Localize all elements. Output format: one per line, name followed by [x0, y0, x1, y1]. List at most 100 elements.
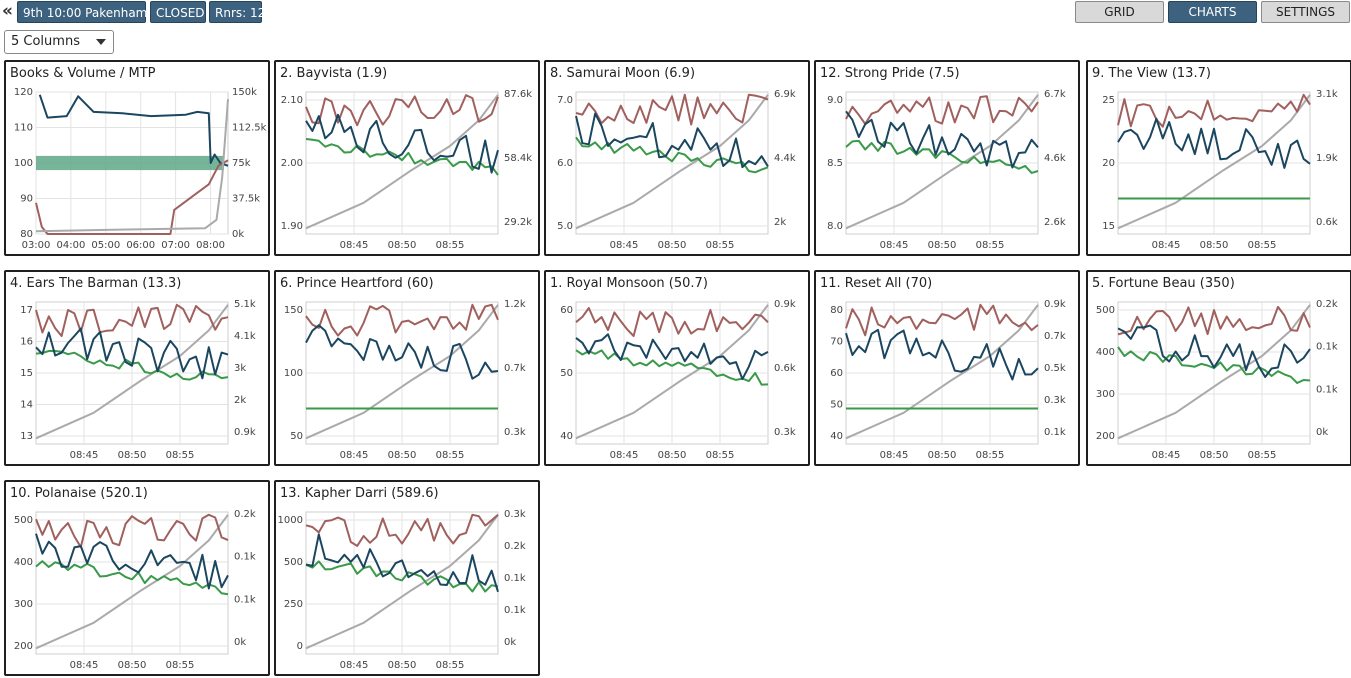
chart-panel-runner[interactable]: 6. Prince Heartford (60) 150 100 50 1.2k 0.7k…: [274, 270, 540, 466]
x-tick: 08:45: [1152, 240, 1181, 251]
target-band: [36, 155, 224, 171]
y-tick-right: 3.1k: [1316, 89, 1338, 100]
y-tick-left: 400: [1096, 347, 1115, 358]
y-tick-left: 6.0: [557, 158, 573, 169]
y-tick-left: 50: [290, 431, 303, 442]
volume-line: [845, 304, 1039, 440]
chart-title: 9. The View (13.7): [1092, 66, 1211, 81]
columns-select-value: 5 Columns: [11, 34, 80, 49]
runners-badge: Rnrs: 12: [209, 1, 265, 23]
y-tick-left: 0: [297, 641, 303, 652]
chart-panel-runner[interactable]: 12. Strong Pride (7.5) 9.0 8.5 8.0 6.7k 4.6k 2…: [814, 60, 1080, 256]
volume-line: [35, 99, 229, 233]
y-tick-right: 0.2k: [504, 541, 526, 552]
navy-line: [1117, 324, 1311, 378]
y-tick-right: 0k: [1316, 427, 1328, 438]
chart-panel-runner[interactable]: 1. Royal Monsoon (50.7) 60 50 40 0.9k 0.6k 0.3…: [544, 270, 810, 466]
red-line: [305, 94, 499, 127]
chart-panel-runner[interactable]: 4. Ears The Barman (13.3) 17 16 15 14 13 5.1k 4…: [4, 270, 270, 466]
y-tick-right: 0.1k: [234, 552, 256, 563]
navy-line: [305, 533, 499, 593]
y-tick-left: 80: [830, 305, 843, 316]
y-tick-right: 0k: [504, 637, 516, 648]
chart-panel-runner[interactable]: 13. Kapher Darri (589.6) 1000 500 250 0 0.3k 0…: [274, 480, 540, 676]
volume-line: [305, 514, 499, 650]
chart-title: 1. Royal Monsoon (50.7): [550, 276, 708, 291]
y-tick-right: 0.1k: [234, 594, 256, 605]
red-line: [575, 93, 769, 126]
charts-button[interactable]: CHARTS: [1168, 1, 1257, 23]
x-tick: 08:55: [976, 450, 1005, 461]
y-tick-left: 40: [560, 431, 573, 442]
chart-title: 13. Kapher Darri (589.6): [280, 486, 439, 501]
settings-button[interactable]: SETTINGS: [1261, 1, 1350, 23]
red-line: [35, 513, 229, 549]
chart-canvas: 500 400 300 200 0.2k 0.1k 0.1k 0k 08:45 08:50 08:5…: [1096, 299, 1338, 461]
red-line: [575, 307, 769, 337]
y-tick-right: 0.3k: [504, 509, 526, 520]
y-tick-right: 0.1k: [504, 605, 526, 616]
chart-title: 6. Prince Heartford (60): [280, 276, 434, 291]
x-tick: 04:00: [56, 240, 85, 251]
chart-title: 4. Ears The Barman (13.3): [10, 276, 182, 291]
books-line-red: [35, 159, 229, 235]
volume-line: [1117, 304, 1311, 440]
y-tick-left: 100: [284, 368, 303, 379]
navy-line: [575, 112, 769, 169]
chart-panel-runner[interactable]: 10. Polanaise (520.1) 500 400 300 200 0.2k 0.1…: [4, 480, 270, 676]
y-tick-left: 500: [1096, 305, 1115, 316]
x-tick: 08:50: [388, 450, 417, 461]
x-tick: 07:00: [161, 240, 190, 251]
y-tick-left: 5.0: [557, 221, 573, 232]
y-tick-left: 2.00: [281, 158, 303, 169]
x-tick: 08:45: [880, 240, 909, 251]
y-tick-left: 14: [20, 400, 33, 411]
chart-title: 10. Polanaise (520.1): [10, 486, 148, 501]
y-tick-left: 250: [284, 599, 303, 610]
columns-select[interactable]: 5 Columns: [4, 30, 114, 54]
grid-button[interactable]: GRID: [1075, 1, 1164, 23]
y-tick-right: 2.6k: [1044, 217, 1066, 228]
y-tick-left: 16: [20, 337, 33, 348]
x-tick: 08:50: [388, 240, 417, 251]
x-tick: 08:50: [928, 450, 957, 461]
y-tick-left: 17: [20, 305, 33, 316]
chart-panel-books-volume[interactable]: Books & Volume / MTP 120 110 100 90 80 150k 112…: [4, 60, 270, 256]
y-tick-right: 0.6k: [774, 363, 796, 374]
y-tick-left: 60: [830, 368, 843, 379]
x-tick: 03:00: [22, 240, 51, 251]
chart-panel-runner[interactable]: 2. Bayvista (1.9) 2.10 2.00 1.90 87.6k 58.4k 2…: [274, 60, 540, 256]
y-tick-left: 50: [830, 400, 843, 411]
navy-line: [35, 327, 229, 380]
y-tick-left: 50: [560, 368, 573, 379]
y-tick-right: 0.5k: [1044, 363, 1066, 374]
y-tick-right: 3k: [234, 363, 246, 374]
y-tick-right: 0k: [234, 637, 246, 648]
y-tick-left: 200: [1096, 431, 1115, 442]
y-tick-left: 15: [20, 368, 33, 379]
y-tick-left: 110: [14, 123, 33, 134]
back-icon[interactable]: «: [2, 1, 13, 21]
y-tick-right: 0.1k: [1044, 427, 1066, 438]
chart-panel-runner[interactable]: 8. Samurai Moon (6.9) 7.0 6.0 5.0 6.9k 4.4k 2k…: [544, 60, 810, 256]
race-button[interactable]: 9th 10:00 Pakenham: [17, 1, 147, 23]
y-tick-left: 1.90: [281, 221, 303, 232]
chart-panel-runner[interactable]: 11. Reset All (70) 80 70 60 50 40 0.9k 0.7k 0.5k…: [814, 270, 1080, 466]
y-tick-right: 58.4k: [504, 153, 532, 164]
x-tick: 08:50: [658, 450, 687, 461]
red-line: [305, 303, 499, 337]
chart-panel-runner[interactable]: 9. The View (13.7) 25 20 15 3.1k 1.9k 0.6k 08:4…: [1086, 60, 1351, 256]
chart-canvas: 80 70 60 50 40 0.9k 0.7k 0.5k 0.3k 0.1k 08:45 08:50…: [830, 299, 1066, 461]
volume-line: [575, 94, 769, 230]
chart-title: 11. Reset All (70): [820, 276, 933, 291]
x-tick: 08:55: [436, 240, 465, 251]
y-tick-left: 80: [20, 229, 33, 240]
x-tick: 08:55: [1248, 450, 1277, 461]
chart-panel-runner[interactable]: 5. Fortune Beau (350) 500 400 300 200 0.2k 0.1…: [1086, 270, 1351, 466]
y-tick-right: 0.9k: [1044, 299, 1066, 310]
x-tick: 08:50: [118, 450, 147, 461]
x-tick: 08:50: [1200, 450, 1229, 461]
y-tick-right: 4.6k: [1044, 153, 1066, 164]
y-tick-left: 40: [830, 431, 843, 442]
y-tick-right: 1.9k: [1316, 153, 1338, 164]
